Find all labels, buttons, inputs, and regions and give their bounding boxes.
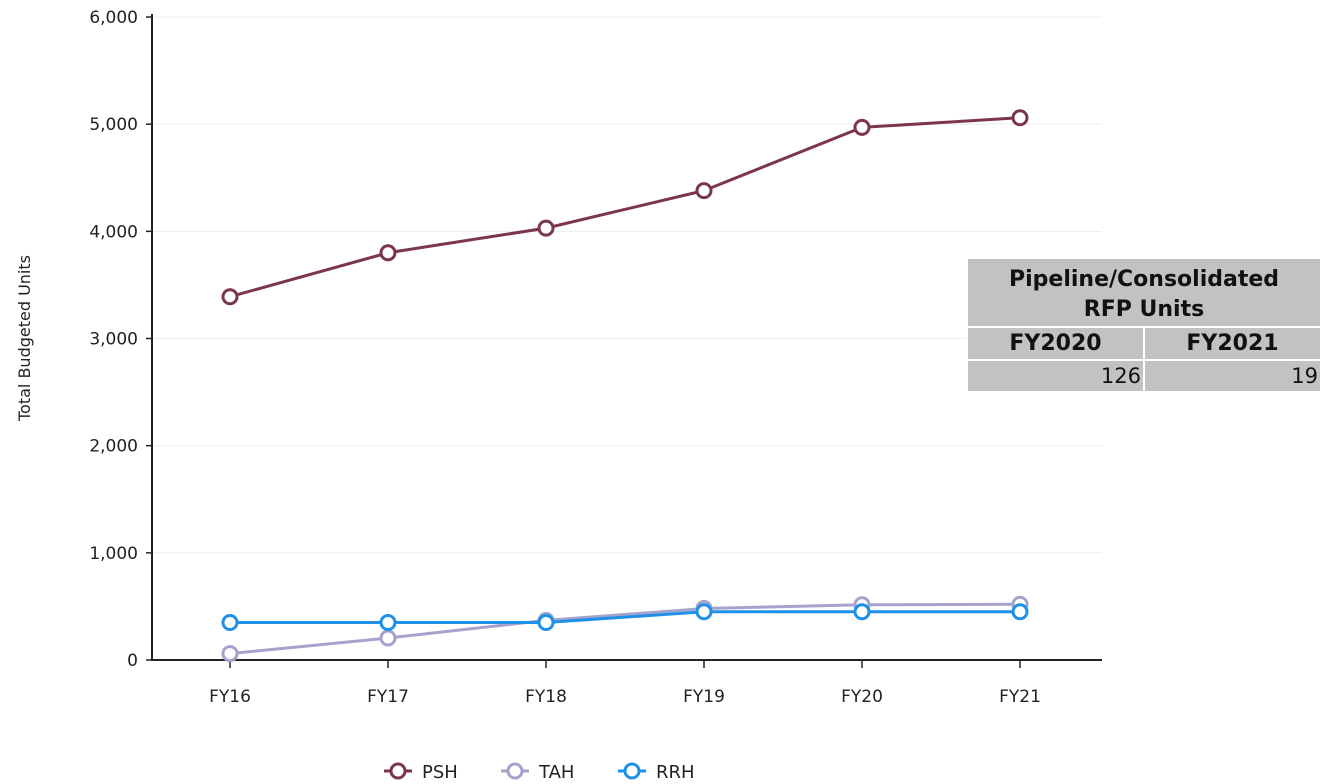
y-axis-title: Total Budgeted Units	[15, 255, 34, 422]
x-tick-label: FY21	[999, 687, 1041, 707]
table-title-line2: RFP Units	[1083, 296, 1205, 322]
data-point-rrh	[853, 603, 871, 621]
legend-marker-rrh	[623, 762, 641, 780]
data-point-rrh	[1011, 603, 1029, 621]
data-point-psh	[379, 244, 397, 262]
legend: PSH TAH RRH	[384, 762, 695, 783]
y-tick-label: 5,000	[89, 115, 138, 135]
x-tick-label: FY16	[209, 687, 251, 707]
y-tick-label: 0	[127, 651, 138, 671]
series-tah	[221, 595, 1029, 663]
legend-label-rrh: RRH	[656, 762, 695, 783]
pipeline-rfp-units-table: Pipeline/Consolidated RFP Units FY2020 F…	[966, 256, 1322, 394]
data-point-tah	[379, 629, 397, 647]
series-line-tah	[229, 602, 1021, 656]
data-point-psh	[1011, 109, 1029, 127]
axes	[151, 14, 1102, 661]
legend-marker-tah	[506, 762, 524, 780]
series-line-rrh	[230, 610, 1020, 624]
data-point-rrh	[695, 603, 713, 621]
y-tick-label: 1,000	[89, 544, 138, 564]
y-tick-label: 6,000	[89, 8, 138, 28]
x-tick-labels: FY16 FY17 FY18 FY19 FY20 FY21	[209, 660, 1041, 707]
legend-item-psh: PSH	[384, 762, 458, 783]
x-tick-label: FY19	[683, 687, 725, 707]
y-tick-label: 4,000	[89, 222, 138, 242]
series-psh	[221, 109, 1029, 306]
data-point-psh	[221, 288, 239, 306]
x-tick-label: FY17	[367, 687, 409, 707]
series-group	[221, 109, 1029, 663]
data-point-tah	[221, 645, 239, 663]
table-cell-fy2020: 126	[966, 359, 1145, 394]
data-point-rrh	[379, 613, 397, 631]
legend-label-psh: PSH	[422, 762, 458, 783]
table-column-fy2021: FY2021	[1143, 326, 1322, 362]
legend-label-tah: TAH	[538, 762, 574, 783]
series-line-psh	[229, 116, 1021, 299]
series-rrh	[221, 603, 1029, 631]
table-cell-fy2021: 19	[1143, 359, 1322, 394]
data-point-rrh	[537, 613, 555, 631]
legend-item-tah: TAH	[501, 762, 574, 783]
gridlines	[152, 16, 1102, 554]
table-column-fy2020: FY2020	[966, 326, 1145, 362]
x-tick-label: FY20	[841, 687, 883, 707]
table-title: Pipeline/Consolidated RFP Units	[966, 256, 1322, 329]
y-tick-labels: 0 1,000 2,000 3,000 4,000 5,000 6,000	[89, 8, 152, 671]
x-tick-label: FY18	[525, 687, 567, 707]
legend-item-rrh: RRH	[618, 762, 695, 783]
y-tick-label: 3,000	[89, 330, 138, 350]
data-point-psh	[537, 219, 555, 237]
data-point-psh	[695, 182, 713, 200]
y-tick-label: 2,000	[89, 437, 138, 457]
table-title-line1: Pipeline/Consolidated	[1008, 267, 1280, 292]
data-point-rrh	[221, 613, 239, 631]
data-point-psh	[853, 118, 871, 136]
legend-marker-psh	[389, 762, 407, 780]
